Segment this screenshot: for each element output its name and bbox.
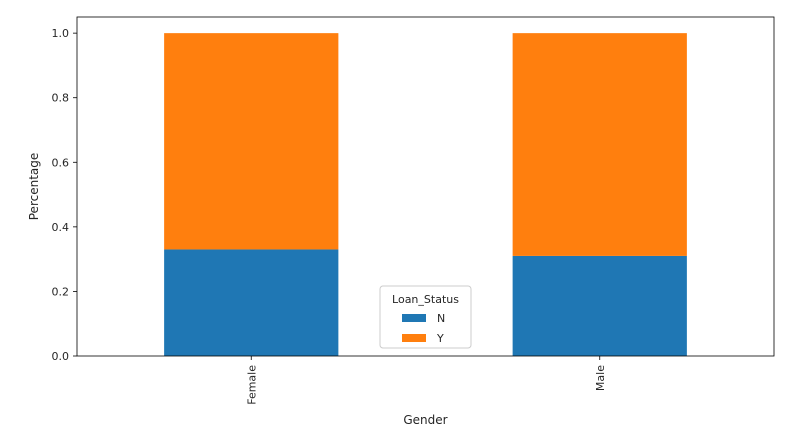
x-axis-label: Gender xyxy=(403,413,447,427)
bar-female-n xyxy=(164,249,339,356)
legend-title: Loan_Status xyxy=(392,293,459,306)
x-tick-label-female: Female xyxy=(245,365,258,405)
legend-swatch-n xyxy=(402,314,426,322)
y-tick-label: 1.0 xyxy=(52,27,70,40)
bar-male-n xyxy=(512,255,687,356)
legend-label-n: N xyxy=(437,312,445,325)
y-axis: 0.0 0.2 0.4 0.6 0.8 1.0 xyxy=(52,27,77,363)
plot-frame xyxy=(76,16,775,357)
y-tick-label: 0.4 xyxy=(52,221,70,234)
legend-swatch-y xyxy=(402,334,426,342)
y-tick-label: 0.8 xyxy=(52,92,70,105)
y-tick-label: 0.2 xyxy=(52,285,70,298)
legend-label-y: Y xyxy=(436,332,444,345)
legend: Loan_Status N Y xyxy=(379,285,472,349)
bar-female-y xyxy=(164,33,339,250)
y-tick-label: 0.6 xyxy=(52,156,70,169)
bar-male-y xyxy=(512,33,687,256)
y-axis-label: Percentage xyxy=(27,153,41,221)
x-tick-label-male: Male xyxy=(594,365,607,391)
bars-group xyxy=(164,33,687,356)
y-tick-label: 0.0 xyxy=(52,350,70,363)
x-axis: Female Male xyxy=(245,356,607,405)
